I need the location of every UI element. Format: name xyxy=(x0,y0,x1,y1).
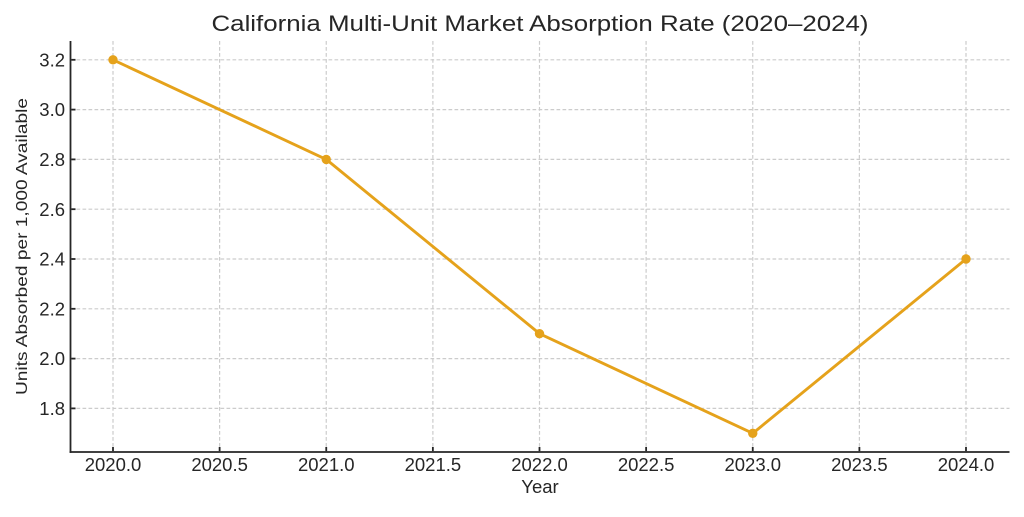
svg-text:2021.5: 2021.5 xyxy=(405,454,462,475)
svg-text:3.0: 3.0 xyxy=(39,99,65,120)
svg-text:1.8: 1.8 xyxy=(39,398,65,419)
svg-text:2021.0: 2021.0 xyxy=(298,454,355,475)
svg-text:Units Absorbed per 1,000 Avail: Units Absorbed per 1,000 Available xyxy=(14,98,31,395)
svg-text:3.2: 3.2 xyxy=(39,49,65,70)
svg-text:2.4: 2.4 xyxy=(39,249,65,270)
svg-text:2023.5: 2023.5 xyxy=(831,454,888,475)
svg-text:2.2: 2.2 xyxy=(39,298,65,319)
svg-text:2.0: 2.0 xyxy=(39,348,65,369)
svg-text:2.6: 2.6 xyxy=(39,199,65,220)
svg-text:2022.5: 2022.5 xyxy=(618,454,675,475)
svg-text:2.8: 2.8 xyxy=(39,149,65,170)
svg-text:Year: Year xyxy=(521,476,558,497)
svg-text:2020.0: 2020.0 xyxy=(85,454,142,475)
svg-text:2023.0: 2023.0 xyxy=(724,454,781,475)
svg-text:2022.0: 2022.0 xyxy=(511,454,568,475)
svg-text:2024.0: 2024.0 xyxy=(938,454,995,475)
svg-text:California Multi-Unit Market A: California Multi-Unit Market Absorption … xyxy=(212,11,869,36)
svg-text:2020.5: 2020.5 xyxy=(191,454,248,475)
